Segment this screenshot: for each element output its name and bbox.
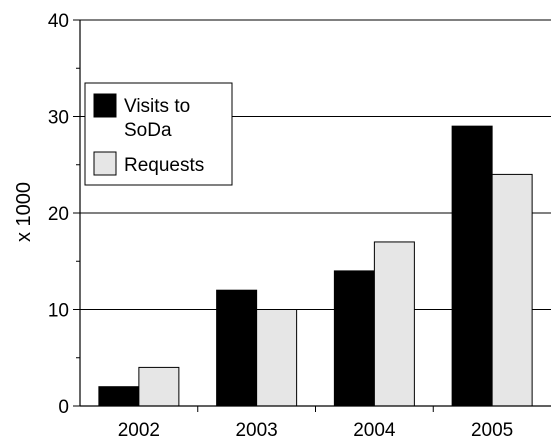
y-tick-label: 40	[48, 11, 69, 32]
bar-requests-2004	[373, 241, 415, 407]
bar-requests-2005	[491, 173, 533, 407]
legend-swatch-visits	[93, 93, 117, 118]
bar-requests-2003	[256, 309, 298, 407]
x-tick-labels: 2002 2003 2004 2005	[118, 420, 514, 441]
x-tick-label: 2004	[353, 420, 396, 441]
x-tick-label: 2003	[235, 420, 277, 441]
bars	[98, 125, 533, 407]
legend-label-visits: Visits to	[124, 96, 190, 117]
legend-swatch-requests	[93, 151, 117, 176]
y-tick-label: 30	[48, 108, 69, 129]
x-tick-label: 2002	[118, 420, 160, 441]
x-tick-label: 2005	[471, 420, 513, 441]
axes	[73, 19, 551, 412]
legend-label-requests: Requests	[124, 155, 204, 176]
bar-visits-2005	[451, 125, 493, 407]
legend-label-visits: SoDa	[124, 120, 172, 141]
bar-visits-2004	[333, 270, 375, 407]
bar-visits-2002	[98, 386, 140, 407]
bar-visits-2003	[216, 289, 258, 407]
y-tick-label: 20	[48, 204, 69, 225]
legend: Visits to SoDa Requests	[84, 82, 233, 186]
y-axis-label: x 1000	[13, 182, 35, 242]
y-tick-labels: 0 10 20 30 40	[48, 11, 69, 418]
bar-requests-2002	[138, 366, 180, 407]
y-tick-label: 0	[58, 397, 69, 418]
y-tick-label: 10	[48, 301, 69, 322]
